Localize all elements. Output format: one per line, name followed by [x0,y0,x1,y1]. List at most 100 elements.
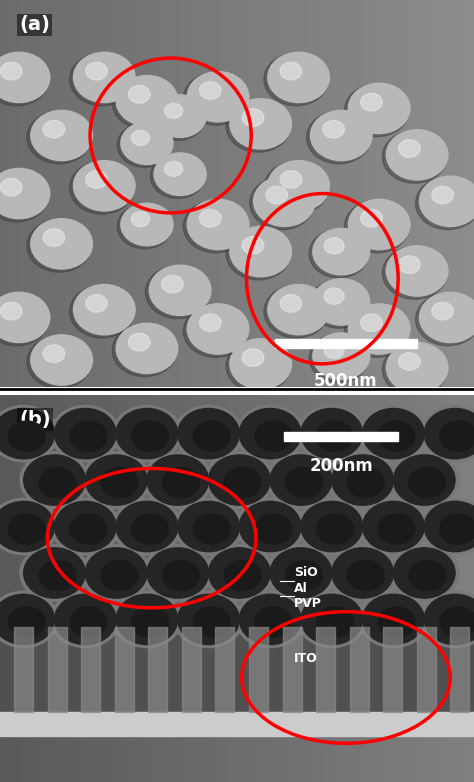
FancyBboxPatch shape [275,339,417,348]
Circle shape [313,228,370,274]
Circle shape [0,303,22,320]
Circle shape [183,72,248,125]
Circle shape [363,501,424,551]
Circle shape [316,607,353,637]
Circle shape [424,408,474,459]
Circle shape [386,130,448,180]
Circle shape [43,229,64,246]
Circle shape [378,607,415,637]
Circle shape [419,292,474,343]
Circle shape [209,548,270,598]
Circle shape [270,548,332,598]
Circle shape [132,607,169,637]
Circle shape [200,314,221,332]
Circle shape [51,591,120,647]
Circle shape [116,594,178,644]
Circle shape [162,468,199,497]
Circle shape [117,204,172,249]
Circle shape [117,123,172,167]
Circle shape [132,421,169,451]
Circle shape [193,607,230,637]
Circle shape [297,498,366,554]
Circle shape [116,76,178,126]
Circle shape [419,176,474,227]
Circle shape [31,335,92,386]
Circle shape [0,168,50,219]
Circle shape [348,199,410,249]
Circle shape [85,548,147,598]
Circle shape [332,455,393,505]
Circle shape [386,343,448,393]
FancyBboxPatch shape [14,627,33,712]
Circle shape [39,468,76,497]
Circle shape [409,561,446,590]
Circle shape [154,95,206,138]
Circle shape [239,501,301,551]
Circle shape [0,408,55,459]
Circle shape [236,405,305,462]
Circle shape [147,455,209,505]
Circle shape [254,176,315,227]
Circle shape [420,498,474,554]
Circle shape [328,452,397,508]
Circle shape [361,93,382,111]
Circle shape [399,353,420,370]
Circle shape [205,452,274,508]
Circle shape [82,452,151,508]
Circle shape [230,99,292,149]
Circle shape [43,345,64,363]
Circle shape [146,266,210,319]
Circle shape [116,501,178,551]
Circle shape [164,161,183,176]
Circle shape [70,285,134,338]
Circle shape [0,63,22,80]
Circle shape [323,120,344,138]
Circle shape [439,607,474,637]
Circle shape [70,421,107,451]
Circle shape [348,83,410,134]
Circle shape [0,292,50,343]
FancyBboxPatch shape [82,627,100,712]
Circle shape [174,591,243,647]
Circle shape [236,498,305,554]
Circle shape [416,177,474,230]
Circle shape [332,548,393,598]
Circle shape [307,111,371,164]
Circle shape [324,238,344,254]
Circle shape [409,468,446,497]
Circle shape [0,53,49,106]
Circle shape [313,278,370,325]
Circle shape [193,421,230,451]
Circle shape [131,212,150,227]
Circle shape [439,514,474,544]
Circle shape [55,501,116,551]
Circle shape [55,594,116,644]
FancyBboxPatch shape [0,635,474,712]
FancyBboxPatch shape [216,627,235,712]
Circle shape [363,408,424,459]
Circle shape [420,591,474,647]
Circle shape [178,594,239,644]
Circle shape [70,161,134,214]
Circle shape [24,548,85,598]
Circle shape [116,408,178,459]
Circle shape [359,591,428,647]
Circle shape [383,131,447,183]
Circle shape [9,607,46,637]
Circle shape [301,408,363,459]
FancyBboxPatch shape [383,627,402,712]
Circle shape [230,339,292,389]
Circle shape [301,501,363,551]
Circle shape [383,343,447,396]
Circle shape [345,84,409,137]
Circle shape [187,304,249,354]
Circle shape [285,468,322,497]
Circle shape [264,285,328,338]
Circle shape [31,219,92,269]
Circle shape [0,405,58,462]
Circle shape [27,335,91,389]
Circle shape [328,545,397,601]
Circle shape [183,200,248,253]
Circle shape [150,95,205,141]
FancyBboxPatch shape [350,627,369,712]
